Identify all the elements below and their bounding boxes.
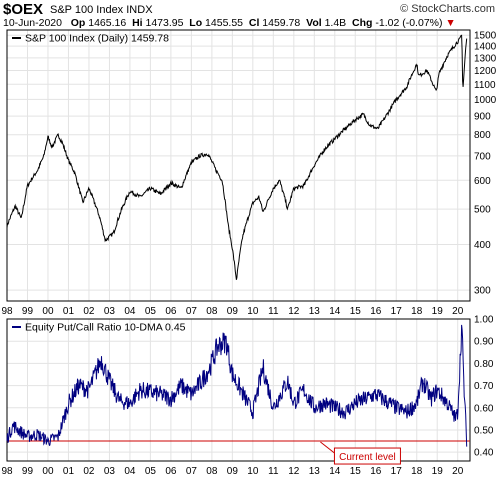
price-xtick-label: 14 <box>329 306 341 317</box>
ratio-xtick-label: 00 <box>42 466 54 477</box>
price-ytick-label: 400 <box>474 240 491 251</box>
hi-label: Hi <box>132 17 143 29</box>
ratio-xtick-label: 03 <box>104 466 116 477</box>
price-xtick-label: 18 <box>411 306 423 317</box>
cl-label: Cl <box>248 17 260 29</box>
ratio-xtick-label: 04 <box>124 466 136 477</box>
price-panel: 3004005006007008009001000110012001300140… <box>1 29 497 317</box>
price-xtick-label: 04 <box>124 306 136 317</box>
ratio-xtick-label: 99 <box>22 466 34 477</box>
price-xtick-label: 09 <box>227 306 239 317</box>
ratio-border <box>6 318 471 462</box>
ratio-ytick-label: 0.50 <box>474 425 494 436</box>
ratio-xtick-label: 13 <box>309 466 321 477</box>
ratio-xtick-label: 09 <box>227 466 239 477</box>
price-series-line <box>6 34 468 280</box>
price-ytick-label: 300 <box>474 286 491 297</box>
price-ytick-label: 500 <box>474 205 491 216</box>
ratio-legend-label: Equity Put/Call Ratio 10-DMA 0.45 <box>25 322 186 334</box>
ratio-xtick-label: 20 <box>452 466 464 477</box>
ratio-ytick-label: 0.70 <box>474 381 494 392</box>
price-xtick-label: 05 <box>145 306 157 317</box>
lo-value: 1455.55 <box>205 17 244 29</box>
price-xtick-label: 08 <box>206 306 218 317</box>
ratio-xtick-label: 07 <box>186 466 198 477</box>
ratio-xtick-label: 01 <box>63 466 75 477</box>
op-value: 1465.16 <box>88 17 127 29</box>
price-ytick-label: 900 <box>474 112 491 123</box>
ratio-xtick-label: 02 <box>83 466 95 477</box>
symbol: $OEX <box>3 1 44 18</box>
quote-line: 10-Jun-2020 Op 1465.16 Hi 1473.95 Lo 145… <box>3 17 456 29</box>
index-name: S&P 100 Index INDX <box>50 4 153 16</box>
ratio-xtick-label: 06 <box>165 466 177 477</box>
ratio-xtick-label: 17 <box>391 466 403 477</box>
current-level-box <box>333 447 401 465</box>
price-border <box>6 29 471 302</box>
ratio-ytick-label: 1.00 <box>474 315 494 326</box>
price-xtick-label: 06 <box>165 306 177 317</box>
ratio-xtick-label: 15 <box>350 466 362 477</box>
price-ytick-label: 800 <box>474 130 491 141</box>
price-xtick-label: 01 <box>63 306 75 317</box>
ratio-series-line <box>6 324 468 447</box>
price-xtick-label: 20 <box>452 306 464 317</box>
price-legend-label: S&P 100 Index (Daily) 1459.78 <box>25 33 169 45</box>
price-ytick-label: 700 <box>474 151 491 162</box>
quote-date: 10-Jun-2020 <box>3 17 62 29</box>
ratio-xtick-label: 10 <box>247 466 259 477</box>
current-level-pointer <box>320 441 335 454</box>
index-name-text: S&P 100 Index <box>50 4 124 16</box>
ratio-xtick-label: 98 <box>1 466 13 477</box>
hi-value: 1473.95 <box>145 17 184 29</box>
price-xtick-label: 99 <box>22 306 34 317</box>
price-ytick-label: 1300 <box>474 53 497 64</box>
price-xtick-label: 00 <box>42 306 54 317</box>
price-ytick-label: 1500 <box>474 31 497 42</box>
price-frame <box>6 29 471 302</box>
price-xtick-label: 19 <box>432 306 444 317</box>
price-ytick-label: 600 <box>474 176 491 187</box>
price-xtick-label: 17 <box>391 306 403 317</box>
ratio-ytick-label: 0.60 <box>474 403 494 414</box>
price-xtick-label: 11 <box>268 306 279 317</box>
ratio-xtick-label: 19 <box>432 466 444 477</box>
ratio-xtick-label: 08 <box>206 466 218 477</box>
price-ytick-label: 1100 <box>474 80 496 91</box>
cl-value: 1459.78 <box>262 17 301 29</box>
chg-down-icon: ▼ <box>445 17 456 29</box>
chg-value: -1.02 (-0.07%) <box>375 17 443 29</box>
vol-label: Vol <box>306 17 322 29</box>
price-xtick-label: 15 <box>350 306 362 317</box>
ratio-xtick-label: 16 <box>370 466 382 477</box>
ratio-panel: 0.40 0.50 0.60 0.70 0.80 0.90 1.00 98 99 00 01 02 03… <box>1 315 493 478</box>
price-xtick-label: 03 <box>104 306 116 317</box>
chg-label: Chg <box>352 17 373 29</box>
price-ytick-label: 1200 <box>474 66 497 77</box>
ratio-ytick-label: 0.40 <box>474 448 494 459</box>
lo-label: Lo <box>189 17 203 29</box>
ratio-xtick-label: 11 <box>268 466 279 477</box>
price-xtick-label: 12 <box>288 306 300 317</box>
price-xtick-label: 98 <box>1 306 13 317</box>
vol-value: 1.4B <box>324 17 347 29</box>
price-xtick-label: 16 <box>370 306 382 317</box>
price-xtick-label: 02 <box>83 306 95 317</box>
price-xtick-label: 10 <box>247 306 259 317</box>
ratio-xtick-label: 18 <box>411 466 423 477</box>
ratio-xtick-label: 05 <box>145 466 157 477</box>
current-level-label: Current level <box>339 452 396 463</box>
ratio-ytick-label: 0.90 <box>474 337 494 348</box>
price-ytick-label: 1400 <box>474 42 497 53</box>
ratio-xtick-label: 14 <box>329 466 341 477</box>
exchange-text: INDX <box>126 4 153 16</box>
price-ytick-label: 1000 <box>474 95 497 106</box>
price-xtick-label: 13 <box>309 306 321 317</box>
op-label: Op <box>70 17 86 29</box>
brand-logo: © StockCharts.com <box>400 3 495 15</box>
ratio-ytick-label: 0.80 <box>474 359 494 370</box>
ratio-xtick-label: 12 <box>288 466 300 477</box>
price-xtick-label: 07 <box>186 306 198 317</box>
